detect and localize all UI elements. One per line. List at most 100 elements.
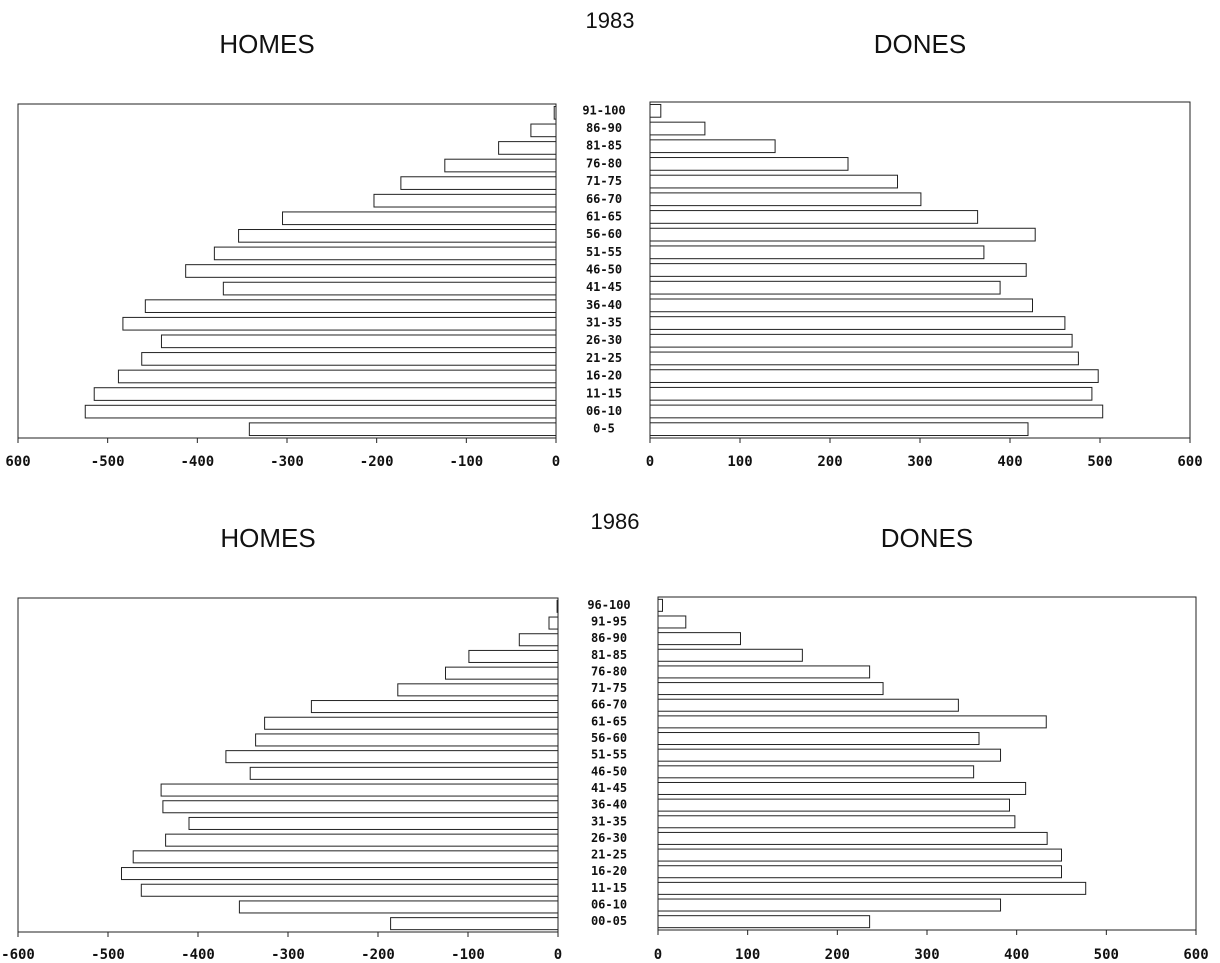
bar bbox=[397, 683, 559, 697]
category-label: 06-10 bbox=[591, 898, 627, 912]
bar bbox=[649, 263, 1027, 277]
x-tick-label: -200 bbox=[360, 454, 394, 470]
bar bbox=[556, 599, 559, 613]
category-label: 91-100 bbox=[582, 103, 625, 117]
panel-title: HOMES bbox=[219, 29, 314, 59]
x-tick-label: -400 bbox=[181, 947, 215, 963]
x-tick-label: 0 bbox=[552, 454, 560, 470]
plot-frame bbox=[17, 597, 559, 933]
category-label: 71-75 bbox=[586, 174, 622, 188]
category-label: 36-40 bbox=[591, 798, 627, 812]
bar bbox=[238, 229, 557, 243]
x-tick-label: 100 bbox=[735, 947, 760, 963]
category-label: 51-55 bbox=[591, 748, 627, 762]
x-tick-label: 0 bbox=[654, 947, 662, 963]
bar bbox=[144, 299, 557, 313]
year-label: 1986 bbox=[591, 509, 640, 534]
x-tick-label: -300 bbox=[270, 454, 304, 470]
category-label: 16-20 bbox=[591, 864, 627, 878]
bar bbox=[498, 141, 557, 155]
bar bbox=[657, 881, 1087, 895]
category-label: 66-70 bbox=[591, 698, 627, 712]
bar bbox=[213, 246, 557, 261]
category-label: 76-80 bbox=[586, 156, 622, 170]
x-tick-label: 500 bbox=[1087, 454, 1112, 470]
category-label: 56-60 bbox=[586, 227, 622, 241]
bar bbox=[657, 748, 1002, 762]
bar bbox=[649, 369, 1099, 383]
category-label: 21-25 bbox=[586, 351, 622, 365]
category-label: 11-15 bbox=[586, 386, 622, 400]
category-label: 26-30 bbox=[591, 831, 627, 845]
bar bbox=[238, 900, 559, 914]
x-tick-label: 600 bbox=[1183, 947, 1208, 963]
bar bbox=[649, 316, 1066, 330]
bar bbox=[141, 352, 557, 366]
bar bbox=[84, 404, 557, 419]
bar bbox=[649, 157, 849, 171]
bar bbox=[649, 192, 922, 207]
category-label: 71-75 bbox=[591, 681, 627, 695]
bar bbox=[657, 831, 1048, 845]
bar bbox=[400, 176, 557, 190]
category-label: 81-85 bbox=[591, 648, 627, 662]
category-label: 41-45 bbox=[591, 781, 627, 795]
category-label: 81-85 bbox=[586, 139, 622, 153]
bar bbox=[518, 633, 559, 647]
category-label: 91-95 bbox=[591, 614, 627, 628]
x-tick-label: 500 bbox=[1094, 947, 1119, 963]
bar bbox=[93, 387, 557, 401]
x-tick-label: 600 bbox=[1177, 454, 1202, 470]
bar bbox=[530, 123, 557, 138]
bar bbox=[132, 850, 559, 864]
x-tick-label: 0 bbox=[554, 947, 562, 963]
bar bbox=[310, 700, 559, 714]
bar bbox=[657, 615, 687, 629]
bar bbox=[649, 386, 1093, 401]
category-label: 56-60 bbox=[591, 731, 627, 745]
bar bbox=[657, 665, 871, 679]
bar bbox=[121, 867, 559, 881]
x-tick-label: 400 bbox=[997, 454, 1022, 470]
category-label: 61-65 bbox=[586, 209, 622, 223]
plot-frame bbox=[657, 596, 1197, 931]
bar bbox=[264, 716, 559, 730]
panel-title: HOMES bbox=[220, 523, 315, 553]
bar bbox=[649, 422, 1029, 437]
bar bbox=[657, 898, 1002, 912]
bar bbox=[657, 848, 1062, 862]
bar bbox=[165, 833, 559, 847]
bar bbox=[649, 227, 1036, 242]
bar bbox=[249, 766, 559, 780]
x-tick-label: -500 bbox=[91, 454, 125, 470]
bar bbox=[160, 783, 559, 797]
category-label: 00-05 bbox=[591, 914, 627, 928]
bar bbox=[657, 765, 975, 779]
category-label: 76-80 bbox=[591, 664, 627, 678]
x-tick-label: -300 bbox=[271, 947, 305, 963]
category-label: 51-55 bbox=[586, 245, 622, 259]
bar bbox=[185, 264, 557, 278]
category-label: 96-100 bbox=[587, 598, 630, 612]
bar bbox=[649, 103, 662, 118]
x-tick-label: -200 bbox=[361, 947, 395, 963]
x-tick-label: 0 bbox=[646, 454, 654, 470]
x-tick-label: -600 bbox=[1, 947, 35, 963]
bar bbox=[649, 298, 1033, 313]
category-label: 0-5 bbox=[593, 422, 615, 436]
x-tick-label: 300 bbox=[907, 454, 932, 470]
bar bbox=[649, 280, 1001, 295]
bar bbox=[649, 174, 898, 189]
category-label: 36-40 bbox=[586, 298, 622, 312]
category-label: 46-50 bbox=[586, 263, 622, 277]
x-tick-label: -100 bbox=[451, 947, 485, 963]
bar bbox=[390, 917, 559, 931]
bar bbox=[657, 698, 959, 712]
x-tick-label: 200 bbox=[825, 947, 850, 963]
category-label: 11-15 bbox=[591, 881, 627, 895]
bar bbox=[160, 334, 557, 349]
bar bbox=[649, 333, 1073, 348]
bar bbox=[657, 648, 803, 662]
panel-title: DONES bbox=[881, 523, 973, 553]
bar bbox=[649, 245, 985, 260]
